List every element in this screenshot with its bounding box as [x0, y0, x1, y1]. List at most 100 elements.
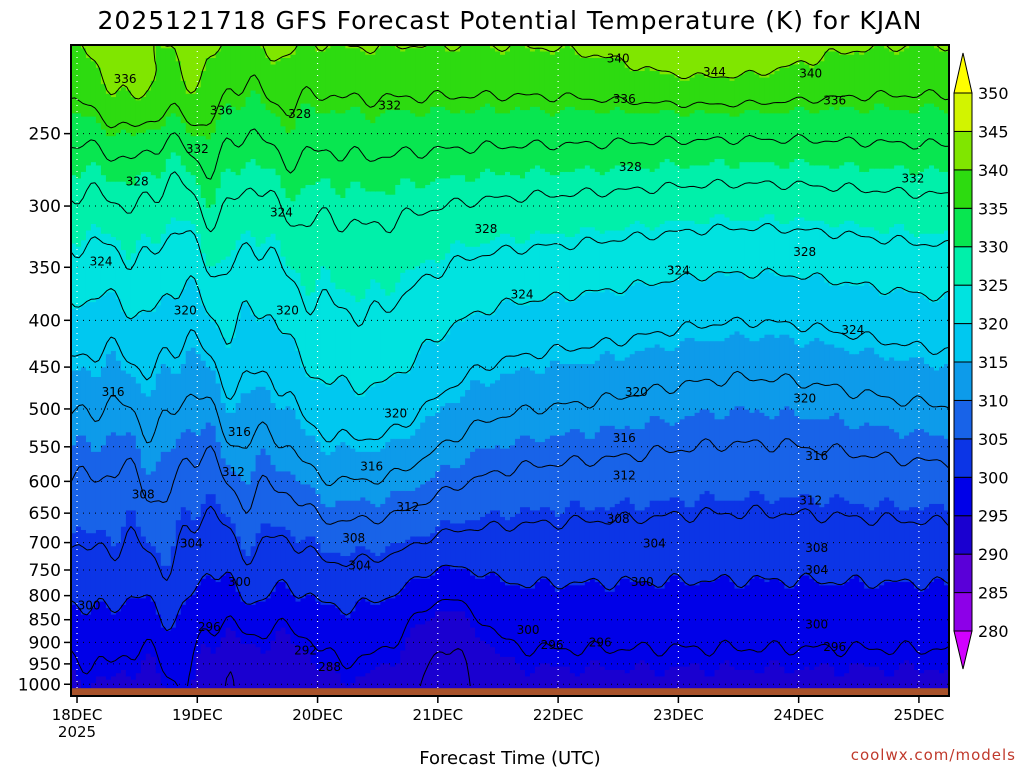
theta-band-cell — [669, 350, 676, 427]
theta-band-cell — [539, 663, 546, 691]
theta-band-cell — [275, 582, 282, 632]
theta-band-cell — [594, 113, 601, 173]
theta-band-cell — [784, 113, 790, 170]
theta-band-cell — [594, 58, 601, 114]
theta-band-cell — [904, 168, 910, 232]
theta-band-cell — [150, 311, 157, 391]
plot-frame — [70, 44, 950, 697]
theta-band-cell — [455, 569, 461, 612]
y-tick-label: 450 — [29, 358, 61, 378]
theta-band-cell — [624, 113, 631, 167]
theta-band-cell — [505, 233, 511, 300]
theta-band-cell — [839, 45, 845, 56]
colorbar-label: 320 — [978, 315, 1009, 334]
theta-band-cell — [310, 106, 317, 186]
theta-band-cell — [365, 601, 371, 674]
theta-band-cell — [774, 578, 780, 661]
theta-band-cell — [749, 279, 756, 342]
theta-band-cell — [594, 507, 601, 583]
theta-band-cell — [265, 455, 272, 525]
theta-band-cell — [345, 45, 351, 49]
theta-band-cell — [320, 113, 327, 180]
theta-band-cell — [734, 331, 741, 407]
theta-band-cell — [280, 627, 287, 691]
theta-band-cell — [375, 556, 381, 606]
theta-band-cell — [370, 123, 376, 193]
theta-band-cell — [819, 165, 825, 222]
theta-band-cell — [864, 588, 870, 668]
theta-band-cell — [465, 520, 471, 570]
theta-band-cell — [505, 298, 511, 375]
theta-band-cell — [874, 168, 880, 232]
theta-band-cell — [654, 227, 661, 287]
theta-band-cell — [694, 224, 701, 280]
theta-band-cell — [195, 289, 202, 355]
theta-band-cell — [230, 471, 237, 525]
theta-band-cell — [125, 90, 132, 134]
theta-band-cell — [245, 556, 252, 606]
theta-band-cell — [654, 45, 661, 72]
theta-band-cell — [584, 227, 591, 293]
theta-band-cell — [265, 58, 272, 111]
theta-band-cell — [365, 451, 371, 502]
theta-band-cell — [864, 666, 870, 691]
theta-band-cell — [210, 58, 217, 134]
theta-band-cell — [699, 341, 706, 411]
theta-band-cell — [864, 422, 870, 508]
theta-band-cell — [315, 442, 322, 495]
contour-label: 336 — [210, 104, 233, 118]
theta-band-cell — [345, 188, 351, 293]
theta-band-cell — [90, 61, 97, 118]
theta-band-cell — [759, 578, 766, 674]
theta-band-cell — [649, 669, 656, 691]
theta-band-cell — [809, 341, 815, 420]
theta-band-cell — [315, 380, 322, 443]
theta-band-cell — [579, 432, 586, 508]
theta-band-cell — [549, 510, 556, 586]
theta-band-cell — [260, 243, 267, 320]
theta-band-cell — [205, 422, 212, 495]
theta-band-cell — [410, 367, 416, 437]
theta-band-cell — [819, 110, 825, 167]
theta-band-cell — [634, 71, 641, 114]
theta-band-cell — [839, 347, 845, 420]
theta-band-cell — [190, 136, 197, 176]
theta-band-cell — [709, 676, 716, 691]
theta-band-cell — [664, 74, 671, 111]
theta-band-cell — [699, 74, 706, 111]
theta-band-cell — [100, 84, 107, 131]
theta-band-cell — [769, 162, 775, 215]
theta-band-cell — [544, 45, 551, 53]
theta-band-cell — [240, 481, 247, 551]
theta-band-cell — [524, 45, 531, 49]
theta-band-cell — [694, 500, 701, 586]
theta-band-cell — [85, 230, 92, 303]
theta-band-cell — [455, 240, 461, 323]
theta-band-cell — [245, 305, 252, 394]
theta-band-cell — [480, 45, 486, 108]
theta-band-cell — [559, 363, 566, 437]
theta-band-cell — [659, 45, 666, 75]
theta-band-cell — [539, 373, 546, 443]
theta-band-cell — [899, 224, 905, 290]
theta-band-cell — [659, 347, 666, 420]
theta-band-cell — [325, 552, 332, 606]
contour-label: 332 — [186, 142, 209, 156]
theta-band-cell — [804, 64, 810, 111]
theta-band-cell — [215, 188, 222, 264]
theta-band-cell — [310, 45, 317, 108]
theta-band-cell — [659, 74, 666, 111]
theta-band-cell — [100, 129, 107, 176]
theta-band-cell — [510, 175, 516, 238]
theta-band-cell — [90, 682, 97, 691]
theta-band-cell — [804, 419, 810, 495]
theta-band-cell — [340, 197, 346, 290]
theta-band-cell — [285, 45, 292, 59]
theta-band-cell — [824, 663, 830, 691]
theta-band-cell — [769, 334, 775, 420]
theta-band-cell — [105, 93, 112, 137]
theta-band-cell — [679, 80, 686, 118]
contour-label: 296 — [589, 635, 612, 649]
theta-band-cell — [899, 438, 905, 512]
theta-band-cell — [140, 660, 147, 691]
